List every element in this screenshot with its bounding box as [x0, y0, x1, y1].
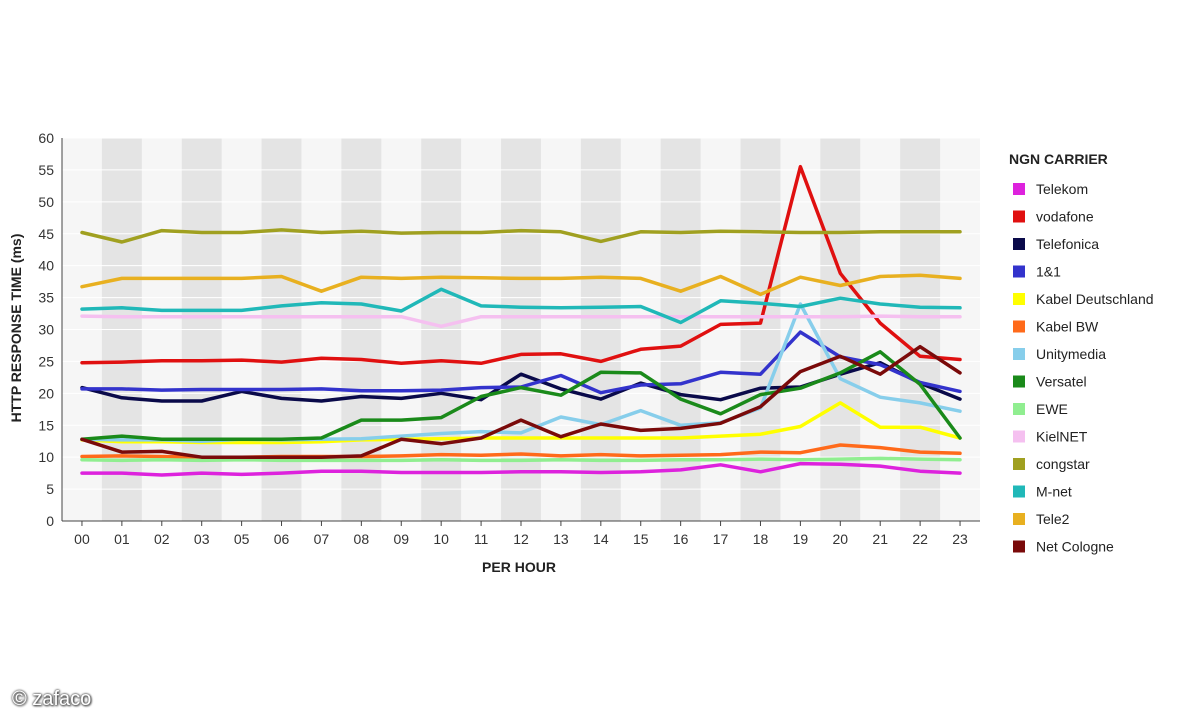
legend-label: Unitymedia — [1036, 346, 1106, 362]
series-line — [80, 461, 962, 477]
legend-swatch — [1013, 210, 1025, 223]
x-tick-label: 21 — [872, 531, 888, 547]
series-line — [80, 401, 962, 445]
x-tick-label: 02 — [154, 531, 170, 547]
y-tick-label: 0 — [46, 513, 54, 529]
x-tick-label: 11 — [474, 531, 489, 547]
legend-swatch — [1013, 183, 1025, 195]
legend-label: M-net — [1036, 484, 1072, 500]
series-line — [80, 287, 962, 325]
x-tick-label: 17 — [713, 531, 729, 547]
series-line — [80, 350, 962, 442]
x-tick-label: 15 — [633, 531, 649, 547]
legend-swatch — [1013, 403, 1025, 415]
x-tick-label: 14 — [593, 531, 609, 547]
x-tick-label: 12 — [513, 531, 529, 547]
series-line — [80, 314, 962, 329]
series-line — [80, 344, 962, 459]
x-tick-label: 08 — [354, 531, 370, 547]
legend-swatch — [1013, 540, 1025, 553]
legend-swatch — [1013, 348, 1025, 360]
legend-label: Kabel BW — [1036, 319, 1099, 335]
y-tick-label: 5 — [46, 481, 54, 497]
legend-swatch — [1013, 485, 1025, 498]
series-line — [80, 228, 962, 244]
x-tick-label: 03 — [194, 531, 210, 547]
y-tick-label: 30 — [38, 322, 54, 338]
legend-label: vodafone — [1036, 209, 1094, 225]
watermark: © zafaco — [12, 688, 92, 710]
series-line — [80, 456, 962, 463]
x-tick-label: 10 — [433, 531, 449, 547]
y-tick-label: 60 — [38, 130, 54, 146]
legend-swatch — [1013, 458, 1025, 470]
legend-swatch — [1013, 293, 1025, 305]
y-tick-label: 55 — [38, 162, 54, 178]
series-lines — [80, 164, 962, 477]
x-axis-title: PER HOUR — [482, 559, 556, 575]
y-tick-labels: 0 5 10 15 20 25 30 35 40 45 50 55 60 — [38, 130, 54, 529]
x-tick-label: 09 — [393, 531, 409, 547]
y-tick-label: 50 — [38, 194, 54, 210]
x-tick-label: 00 — [74, 531, 90, 547]
legend-swatch — [1013, 430, 1025, 443]
legend-label: EWE — [1036, 401, 1068, 417]
x-tick-label: 22 — [912, 531, 928, 547]
x-tick-label: 07 — [314, 531, 330, 547]
y-axis-title: HTTP RESPONSE TIME (ms) — [8, 234, 24, 423]
legend-label: Versatel — [1036, 374, 1087, 390]
x-tick-label: 18 — [753, 531, 769, 547]
y-tick-label: 25 — [38, 353, 54, 369]
y-tick-label: 35 — [38, 290, 54, 306]
x-tick-label: 23 — [952, 531, 968, 547]
y-tick-label: 45 — [38, 226, 54, 242]
legend-label: Telefonica — [1036, 236, 1099, 252]
x-tick-label: 19 — [793, 531, 809, 547]
axes — [61, 138, 980, 526]
legend-label: Kabel Deutschland — [1036, 291, 1154, 307]
legend-label: congstar — [1036, 456, 1090, 472]
x-tick-label: 06 — [274, 531, 290, 547]
x-tick-label: 01 — [114, 531, 130, 547]
series-line — [80, 164, 962, 366]
legend-title: NGN CARRIER — [1009, 151, 1108, 167]
legend: NGN CARRIER Telekom vodafone Telefonica 1&1… — [1009, 151, 1154, 555]
x-tick-labels: 00 01 02 03 05 06 07 08 09 10 11 12 13 14 15 16 17 18 19 20… — [74, 531, 968, 547]
y-tick-label: 40 — [38, 258, 54, 274]
x-tick-label: 13 — [553, 531, 569, 547]
legend-label: KielNET — [1036, 429, 1088, 445]
legend-swatch — [1013, 238, 1025, 250]
legend-swatch — [1013, 513, 1025, 525]
x-tick-label: 20 — [833, 531, 849, 547]
legend-swatch — [1013, 320, 1025, 333]
x-tick-label: 05 — [234, 531, 250, 547]
legend-swatch — [1013, 375, 1025, 388]
y-tick-label: 15 — [38, 417, 54, 433]
legend-label: Tele2 — [1036, 511, 1070, 527]
legend-label: Net Cologne — [1036, 539, 1114, 555]
x-tick-label: 16 — [673, 531, 689, 547]
y-tick-label: 20 — [38, 385, 54, 401]
legend-label: Telekom — [1036, 181, 1088, 197]
series-line — [80, 273, 962, 297]
y-tick-label: 10 — [38, 449, 54, 465]
legend-label: 1&1 — [1036, 264, 1061, 280]
legend-swatch — [1013, 265, 1025, 278]
